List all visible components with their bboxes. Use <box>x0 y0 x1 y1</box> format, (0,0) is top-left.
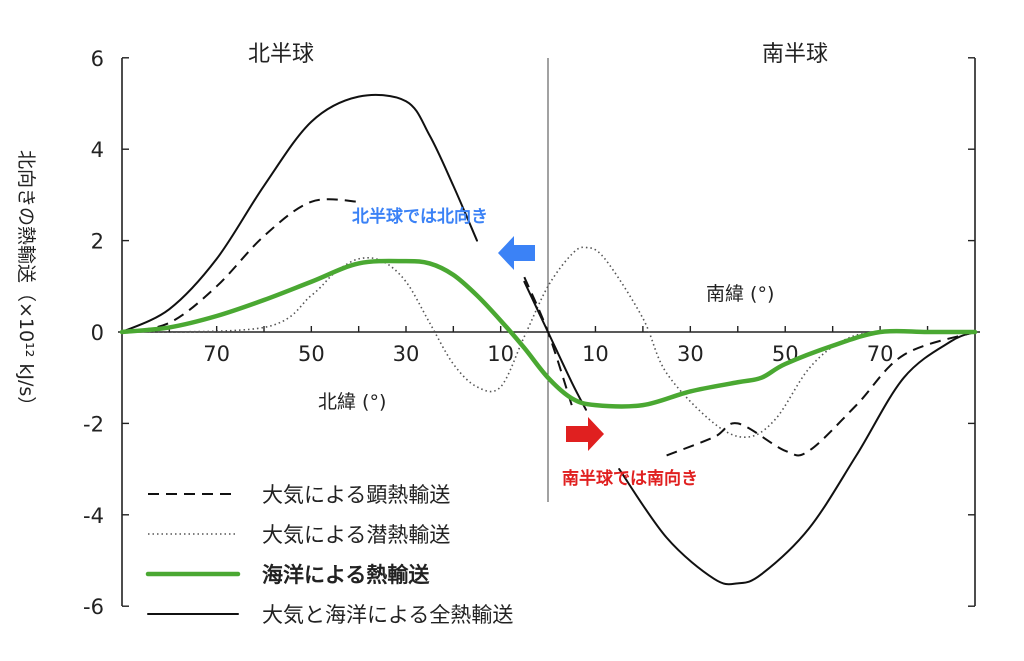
y-tick-label: 6 <box>91 47 104 71</box>
x-tick-label: 10 <box>582 342 609 366</box>
legend-label: 海洋による熱輸送 <box>262 563 430 587</box>
y-tick-label: 4 <box>91 138 104 162</box>
legend-label: 大気による潜熱輸送 <box>262 523 450 547</box>
x-tick-label: 50 <box>298 342 325 366</box>
south-arrow-label: 南半球では南向き <box>562 468 698 489</box>
north-arrow-label: 北半球では北向き <box>352 206 488 227</box>
x-tick-label: 10 <box>487 342 514 366</box>
y-tick-label: -6 <box>83 595 104 619</box>
south-arrow-icon <box>566 417 604 451</box>
x-tick-label: 30 <box>677 342 704 366</box>
y-tick-label: -2 <box>83 412 104 436</box>
south-latitude-label: 南緯 (°) <box>706 283 774 305</box>
north-latitude-label: 北緯 (°) <box>318 391 386 413</box>
x-tick-label: 70 <box>203 342 230 366</box>
y-axis-title: 北向きの熱輸送（×10¹² kJ/s） <box>15 150 37 415</box>
series-line-1-segment-1 <box>121 198 359 333</box>
series-line-3-segment-1 <box>119 258 978 409</box>
x-tick-label: 70 <box>867 342 894 366</box>
series-line-4-segment-2 <box>523 280 587 411</box>
southern-hemisphere-label: 南半球 <box>762 42 828 67</box>
legend-label: 大気による顕熱輸送 <box>262 483 450 507</box>
y-tick-label: -4 <box>83 504 104 528</box>
series-line-2-segment-1 <box>121 246 976 438</box>
north-arrow-icon <box>498 236 535 270</box>
y-tick-label: 0 <box>91 321 104 345</box>
northern-hemisphere-label: 北半球 <box>248 42 314 67</box>
series-line-4-segment-3 <box>618 331 976 586</box>
series-line-4-segment-1 <box>121 93 478 333</box>
y-tick-label: 2 <box>91 230 104 254</box>
series-line-1-segment-3 <box>666 331 976 457</box>
x-tick-label: 30 <box>393 342 420 366</box>
legend-label: 大気と海洋による全熱輸送 <box>262 603 513 627</box>
